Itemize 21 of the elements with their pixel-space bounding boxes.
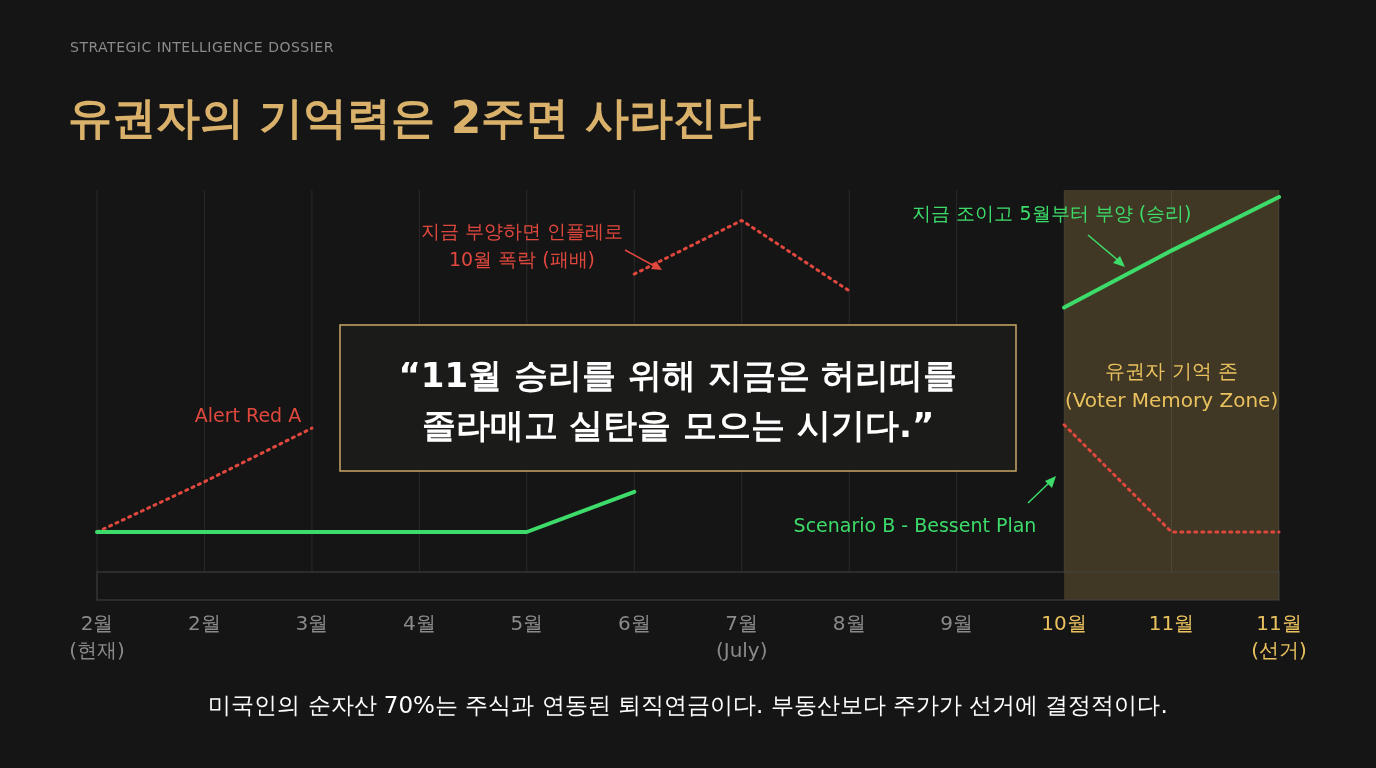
x-tick-label: 4월 — [403, 611, 436, 635]
x-tick-label: 10월 — [1041, 611, 1087, 635]
x-tick-label: 11월 — [1148, 611, 1195, 635]
x-tick-label: 9월 — [940, 611, 973, 635]
annotation: 지금 부양하면 인플레로 10월 폭락 (패배) — [420, 220, 624, 270]
x-tick-label: 2월 — [188, 611, 221, 635]
annotation: “11월 승리를 위해 지금은 허리띠를 졸라매고 실탄을 모으는 시기다.” — [398, 355, 958, 445]
x-tick-label: 6월 — [617, 611, 651, 635]
x-tick-label: 2월 (현재) — [69, 611, 125, 662]
x-tick-label: 5월 — [510, 611, 544, 635]
x-tick-label: 11월 (선거) — [1251, 611, 1307, 662]
x-tick-label: 7월 (July) — [715, 611, 768, 662]
band-label: 유권자 기억 존 (Voter Memory Zone) — [1064, 359, 1279, 412]
x-tick-label: 3월 — [295, 611, 329, 635]
annotation: 지금 조이고 5월부터 부양 (승리) — [912, 202, 1192, 224]
x-tick-label: 8월 — [832, 611, 866, 635]
series-label: Alert Red A — [194, 404, 302, 426]
chart-title: 유권자의 기억력은 2주면 사라진다 — [68, 92, 761, 143]
legend-label: Scenario B - Bessent Plan — [793, 514, 1037, 536]
chart-subtitle: STRATEGIC INTELLIGENCE DOSSIER — [70, 39, 334, 55]
text: 미국인의 순자산 70%는 주식과 연동된 퇴직연금이다. 부동산보다 주가가 선거에 결정적이다. — [208, 692, 1168, 718]
